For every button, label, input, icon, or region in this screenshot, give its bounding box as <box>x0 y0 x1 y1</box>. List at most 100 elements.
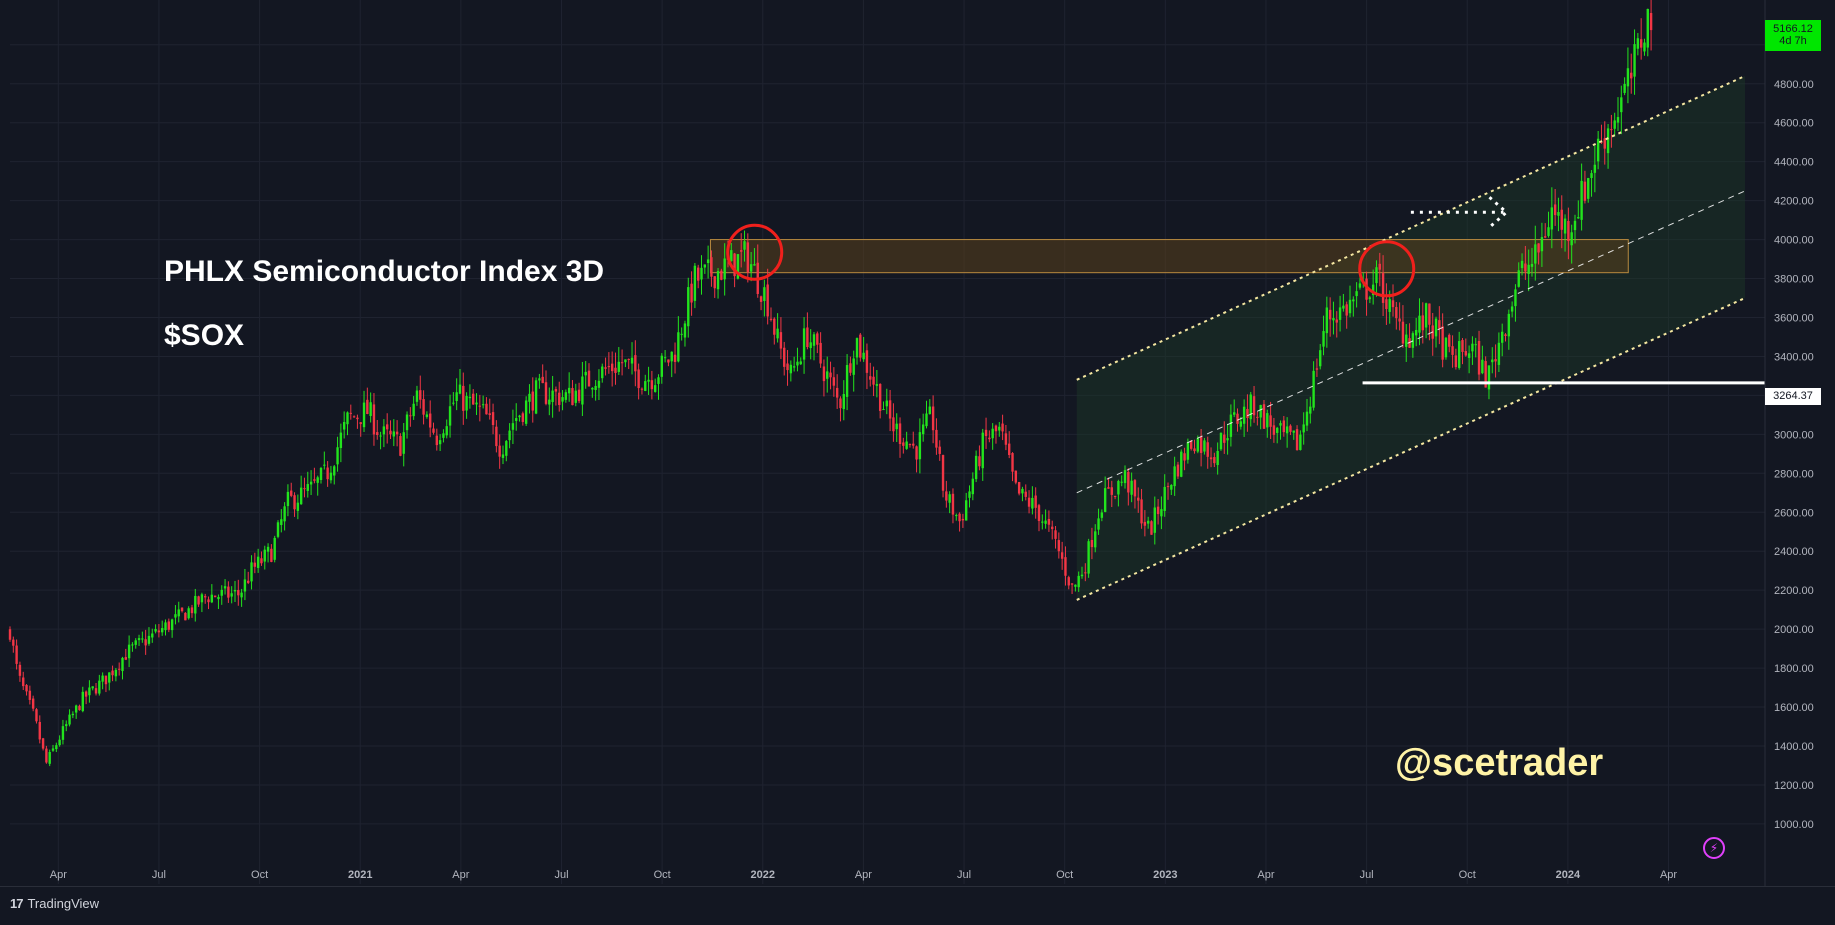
candle-body <box>38 721 41 740</box>
x-tick-label: Apr <box>50 869 67 881</box>
candle-body <box>48 752 51 764</box>
candle-body <box>1593 164 1597 173</box>
candle <box>1590 170 1593 197</box>
candle <box>584 360 587 389</box>
candle <box>1199 428 1203 467</box>
candle <box>822 359 826 397</box>
candle <box>1044 509 1047 529</box>
candle <box>1014 470 1018 485</box>
candle <box>422 390 425 425</box>
y-tick-label: 4200.00 <box>1774 196 1814 208</box>
candle-body <box>1395 307 1398 319</box>
candle-body <box>22 677 25 687</box>
candle-body <box>1368 297 1372 300</box>
candle-body <box>167 621 171 630</box>
candle-body <box>227 586 230 598</box>
candle-body <box>1534 244 1537 264</box>
candle <box>263 545 266 570</box>
candle <box>1646 8 1649 57</box>
candle <box>1639 18 1643 60</box>
candle <box>415 385 419 406</box>
y-tick-label: 1600.00 <box>1774 702 1814 714</box>
candle-body <box>789 364 793 374</box>
candle <box>931 395 935 444</box>
lightning-icon[interactable]: ⚡ <box>1703 837 1725 859</box>
candle-body <box>270 548 273 562</box>
candle <box>1553 189 1557 226</box>
candle <box>835 374 839 409</box>
candle <box>1282 415 1286 437</box>
y-tick-label: 4000.00 <box>1774 235 1814 247</box>
candle <box>1355 282 1358 308</box>
candle-body <box>154 629 157 632</box>
candle-body <box>607 366 611 368</box>
candle-body <box>842 394 845 410</box>
drawing-layer-front <box>726 75 1765 601</box>
candle <box>61 719 65 745</box>
candle-body <box>1289 425 1292 432</box>
candle <box>323 451 326 470</box>
candle <box>1550 187 1554 249</box>
candle-body <box>1467 353 1471 358</box>
candle <box>1557 197 1560 232</box>
candle <box>1454 348 1458 370</box>
candle-body <box>538 378 541 381</box>
candle <box>759 295 763 311</box>
candle-body <box>389 430 392 435</box>
candle-body <box>1345 304 1348 316</box>
candle <box>313 467 316 484</box>
candle-body <box>1623 83 1626 93</box>
candle-body <box>1454 355 1458 368</box>
candle-body <box>1358 283 1362 288</box>
candle <box>412 396 415 420</box>
y-tick-label: 2600.00 <box>1774 507 1814 519</box>
candle-body <box>349 412 352 414</box>
candle <box>339 423 343 463</box>
channel-upper-line <box>1076 75 1746 381</box>
candle <box>180 607 184 613</box>
candle-body <box>783 347 786 367</box>
candle <box>101 672 104 690</box>
candle <box>564 389 568 403</box>
candle-body <box>531 391 534 411</box>
price-axis[interactable]: 1000.00 1200.00 1400.00 1600.00 1800.00 2000.… <box>1764 0 1814 886</box>
candle-body <box>498 445 501 457</box>
candle <box>270 544 273 563</box>
time-axis[interactable]: Apr Jul Oct 2021 Apr Jul Oct 2022 Apr Jul Oct 2023 A… <box>10 869 1765 886</box>
candle <box>1547 211 1550 238</box>
candle <box>740 233 743 268</box>
candle <box>1008 431 1011 459</box>
candle <box>266 543 270 563</box>
candle-body <box>1252 396 1256 416</box>
candle-body <box>1153 507 1156 533</box>
candle-body <box>217 596 220 600</box>
candle-body <box>276 522 280 537</box>
candle-body <box>12 639 15 646</box>
candle-body <box>1299 434 1302 450</box>
candle-body <box>581 376 584 405</box>
candle <box>617 347 620 375</box>
candle-body <box>438 440 442 445</box>
candle <box>1047 510 1051 532</box>
candle-body <box>882 409 885 411</box>
candle <box>703 264 707 274</box>
candle-body <box>1219 432 1223 450</box>
candlestick-chart[interactable]: 1000.00 1200.00 1400.00 1600.00 1800.00 2000.… <box>0 0 1835 886</box>
candle <box>627 358 630 370</box>
candle-body <box>1603 138 1606 149</box>
candle <box>554 386 558 406</box>
candle <box>875 370 879 398</box>
tradingview-brand[interactable]: 17 TradingView <box>10 896 99 911</box>
candle-body <box>683 323 687 338</box>
candle-body <box>15 645 18 664</box>
candle-body <box>1606 128 1610 154</box>
candle <box>392 419 396 447</box>
candle-body <box>677 332 680 362</box>
candle <box>1401 305 1405 348</box>
candle <box>601 363 604 383</box>
candle <box>915 445 918 473</box>
candle-body <box>991 428 994 439</box>
candle <box>693 263 697 309</box>
candle-body <box>1143 521 1147 526</box>
candle <box>299 475 303 505</box>
